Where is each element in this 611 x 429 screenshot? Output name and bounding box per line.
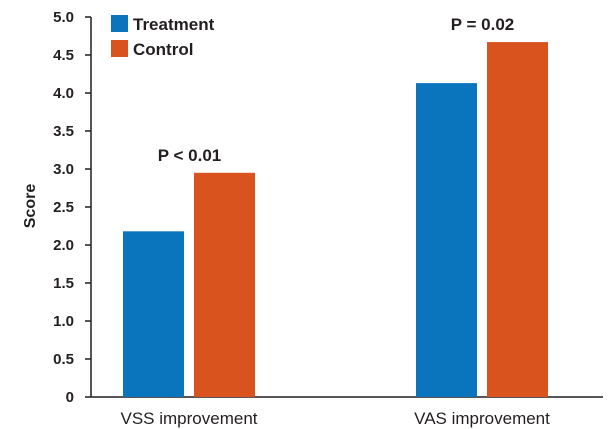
y-tick-label: 0: [66, 389, 74, 406]
bar-control-0: [194, 172, 255, 397]
y-tick-label: 2.0: [53, 237, 74, 254]
y-axis: 0 0.5 1.0 1.5 2.0 2.5 3.0 3.5 4.0 4.5 5.0: [53, 9, 92, 406]
bar-treatment-0: [123, 231, 184, 397]
p-value-annotation: P = 0.02: [451, 15, 515, 34]
y-tick-label: 3.0: [53, 161, 74, 178]
legend-label-treatment: Treatment: [133, 15, 215, 34]
y-tick-label: 4.5: [53, 47, 74, 64]
bar-control-1: [487, 42, 548, 397]
y-tick-label: 0.5: [53, 351, 74, 368]
bar-treatment-1: [416, 83, 477, 398]
significance-annotations: P < 0.01 P = 0.02: [158, 15, 515, 165]
legend-swatch-treatment: [111, 15, 128, 32]
bars: [123, 42, 548, 398]
y-tick-label: 4.0: [53, 85, 74, 102]
legend: Treatment Control: [111, 15, 215, 59]
x-category-label: VAS improvement: [414, 409, 550, 428]
y-tick-label: 5.0: [53, 9, 74, 26]
y-tick-label: 2.5: [53, 199, 74, 216]
legend-swatch-control: [111, 40, 128, 57]
y-axis-label: Score: [22, 184, 39, 229]
p-value-annotation: P < 0.01: [158, 146, 222, 165]
y-tick-label: 1.0: [53, 313, 74, 330]
y-tick-label: 3.5: [53, 123, 74, 140]
legend-label-control: Control: [133, 40, 193, 59]
x-axis: VSS improvement VAS improvement: [91, 396, 603, 428]
y-tick-label: 1.5: [53, 275, 74, 292]
x-category-label: VSS improvement: [121, 409, 258, 428]
